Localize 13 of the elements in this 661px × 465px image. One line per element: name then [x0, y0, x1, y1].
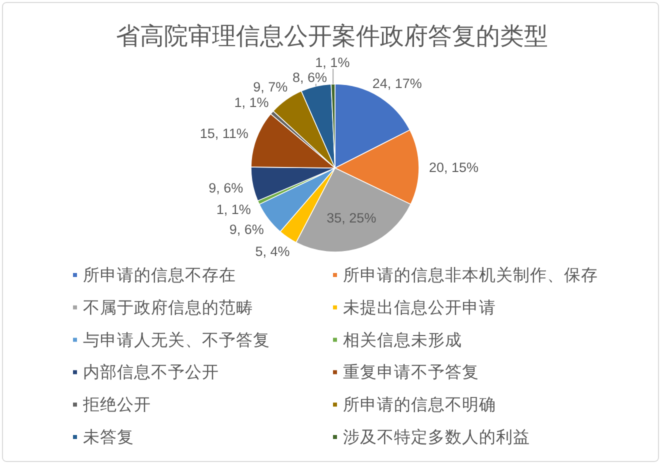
- title: 省高院审理信息公开案件政府答复的类型: [116, 23, 548, 50]
- legend-label: 重复申请不予答复: [343, 362, 479, 382]
- legend-label: 所申请的信息非本机关制作、保存: [343, 266, 598, 284]
- legend-label: 不属于政府信息的范畴: [83, 298, 253, 317]
- legend-label: 与申请人无关、不予答复: [83, 330, 270, 350]
- legend-label: 所申请的信息不存在: [83, 266, 236, 284]
- legend-label: 涉及不特定多数人的利益: [343, 428, 530, 446]
- legend-label: 未提出信息公开申请: [343, 298, 496, 317]
- legend-label: 所申请的信息不明确: [343, 396, 496, 414]
- legend-label: 内部信息不予公开: [83, 362, 219, 382]
- legend-label: 相关信息未形成: [343, 330, 462, 350]
- legend-label: 拒绝公开: [82, 396, 151, 414]
- legend-label: 未答复: [83, 428, 134, 446]
